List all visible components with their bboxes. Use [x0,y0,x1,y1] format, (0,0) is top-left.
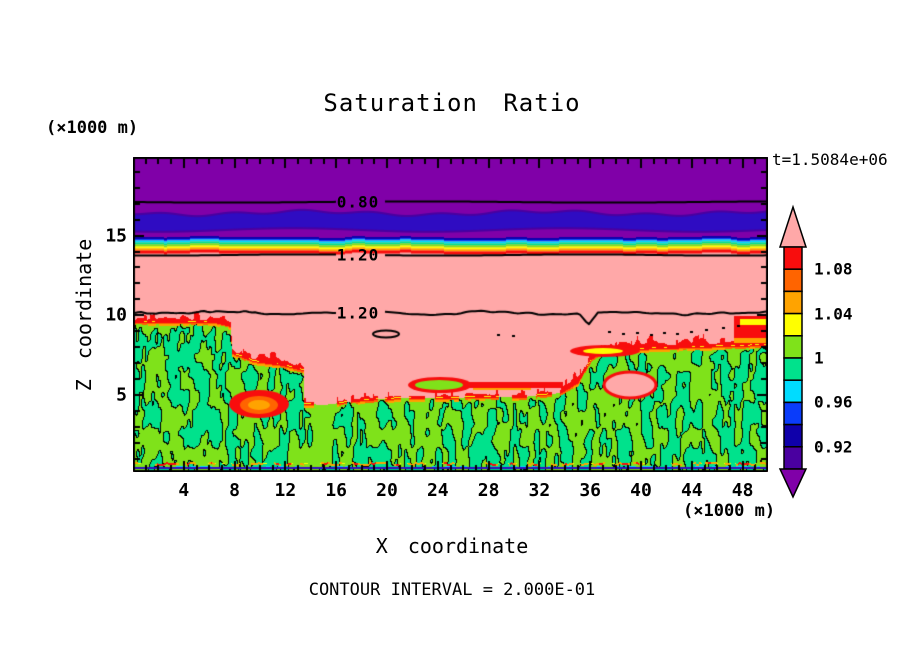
colorbar-segment [783,290,803,315]
colorbar-tick-label: 1 [814,348,824,368]
colorbar-tick-label: 0.96 [814,392,853,412]
y-tick-label: 5 [116,384,127,406]
colorbar-tick-label: 0.92 [814,437,853,457]
y-tick-label: 10 [105,304,127,326]
x-tick-label: 44 [680,480,703,501]
x-tick-label: 12 [274,480,297,501]
colorbar-segment [783,246,803,270]
colorbar-segment [783,268,803,293]
x-tick-label: 28 [477,480,500,501]
y-axis-label: Z coordinate [72,238,96,392]
x-axis-label: X coordinate [375,534,529,558]
colorbar-segment [783,401,803,426]
colorbar: 1.08 1.04 1 0.96 0.92 [770,195,904,505]
colorbar-tick-label: 1.04 [814,304,853,324]
time-label: t=1.5084e+06 [772,150,888,169]
colorbar-svg [778,204,808,499]
y-axis-unit: (×1000 m) [46,118,139,138]
x-tick-label: 4 [178,480,190,501]
contour-interval-label: CONTOUR INTERVAL = 2.000E-01 [308,580,596,600]
x-axis-unit: (×1000 m) [683,501,776,521]
colorbar-segment [783,379,803,404]
x-tick-label: 24 [426,480,449,501]
x-tick-label: 16 [325,480,348,501]
x-tick-label: 8 [229,480,241,501]
contour-canvas [133,157,768,472]
x-tick-label: 40 [630,480,652,501]
colorbar-tick-label: 1.08 [814,259,853,279]
colorbar-segment [783,335,803,359]
x-tick-label: 36 [579,480,602,501]
colorbar-segment [783,357,803,381]
chart-title: Saturation Ratio [323,89,581,117]
colorbar-segment [783,423,803,448]
x-tick-label: 48 [731,480,754,501]
x-tick-label: 20 [376,480,398,501]
x-tick-label: 32 [528,480,551,501]
contour-plot: 0.80 1.20 1.20 [133,157,768,472]
y-tick-label: 15 [105,225,127,247]
colorbar-segment [783,446,803,470]
colorbar-segment [783,312,803,337]
